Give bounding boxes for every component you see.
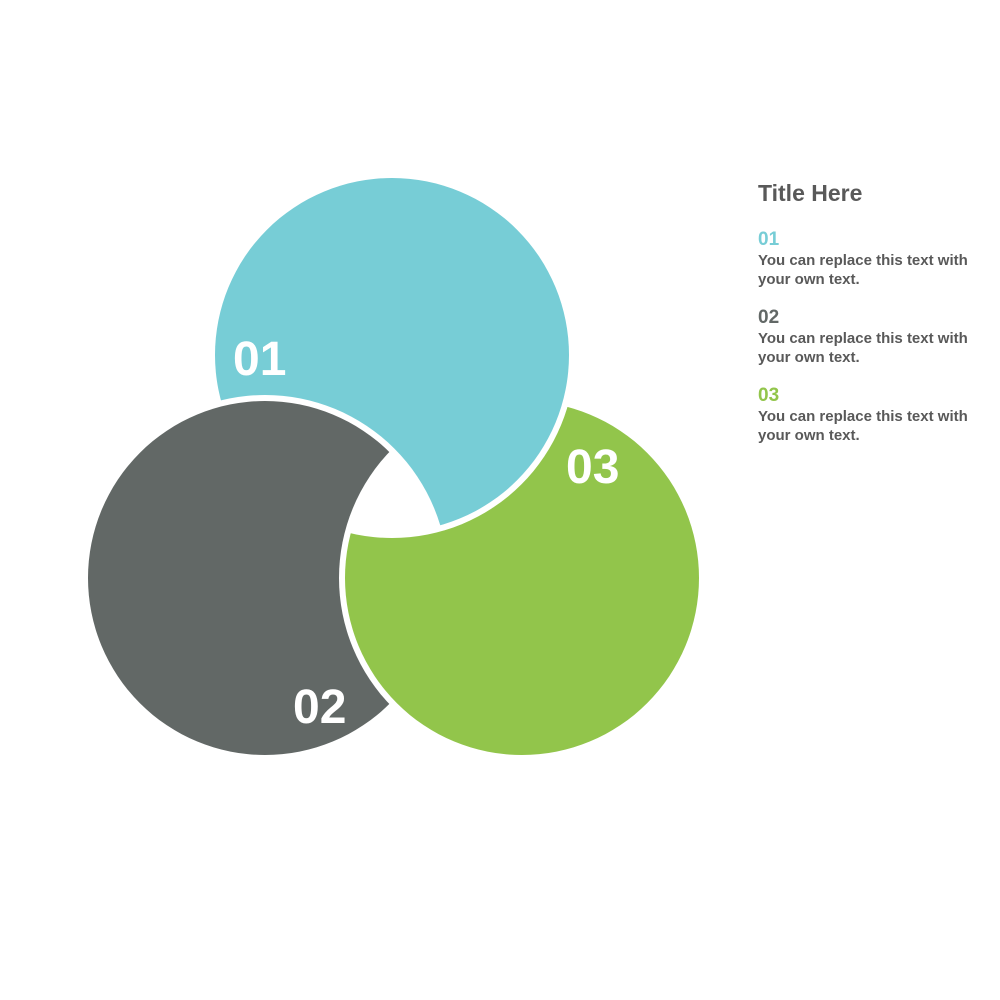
legend-item-03: 03 You can replace this text with your o… (758, 385, 973, 445)
legend-item-02: 02 You can replace this text with your o… (758, 307, 973, 367)
segment-03-shape (345, 401, 699, 755)
legend-item-text: You can replace this text with your own … (758, 252, 968, 288)
legend-item-number: 01 (758, 229, 780, 250)
legend-item-01: 01 You can replace this text with your o… (758, 229, 973, 289)
legend-item-text: You can replace this text with your own … (758, 330, 968, 366)
legend-title: Title Here (758, 180, 863, 206)
legend-item-number: 03 (758, 385, 780, 406)
segment-02-label: 02 (293, 681, 346, 734)
legend-item-text: You can replace this text with your own … (758, 408, 968, 444)
segment-03-label: 03 (566, 441, 619, 494)
legend-item-number: 02 (758, 307, 780, 328)
legend: Title Here 01 You can replace this text … (758, 180, 973, 463)
segment-02-shape (88, 401, 442, 755)
segment-01-label: 01 (233, 333, 286, 386)
